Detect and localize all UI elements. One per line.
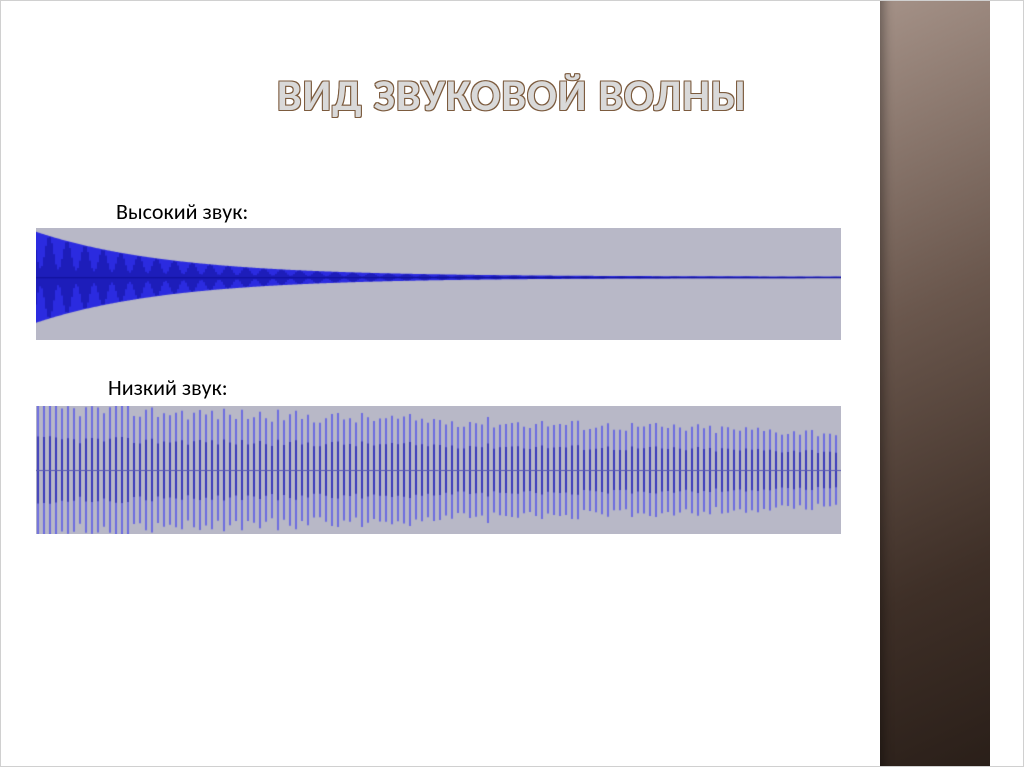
waveform-high-canvas (36, 228, 841, 340)
decorative-right-stripe (880, 1, 990, 766)
page-title-text: ВИД ЗВУКОВОЙ ВОЛНЫ (277, 68, 747, 122)
waveform-low-sound (36, 406, 841, 534)
waveform-high-sound (36, 228, 841, 340)
page-title: ВИД ЗВУКОВОЙ ВОЛНЫ (0, 68, 1024, 122)
label-low-sound: Низкий звук: (108, 374, 228, 401)
slide: ВИД ЗВУКОВОЙ ВОЛНЫ Высокий звук: Низкий … (0, 0, 1024, 767)
label-high-sound: Высокий звук: (116, 198, 248, 225)
decorative-right-spacer (990, 1, 1023, 766)
waveform-low-canvas (36, 406, 841, 534)
